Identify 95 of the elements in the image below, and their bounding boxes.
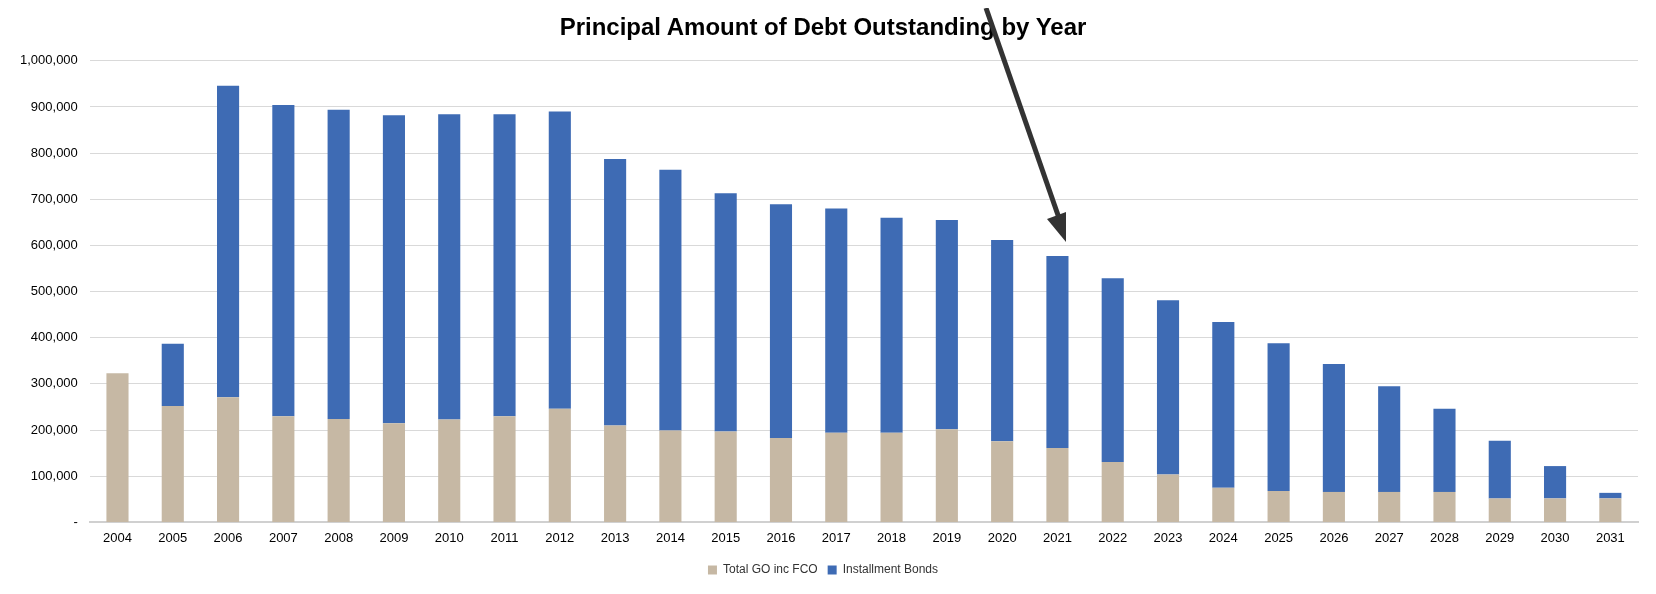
x-tick-label: 2012	[545, 529, 575, 545]
bar	[217, 397, 240, 522]
legend-label: Installment Bonds	[842, 562, 939, 577]
bar	[604, 159, 627, 426]
bar	[714, 193, 737, 432]
bar	[548, 111, 571, 409]
bar	[1267, 343, 1290, 492]
bar	[1101, 278, 1124, 462]
bar	[659, 430, 682, 522]
y-tick-label: 800,000	[30, 144, 78, 160]
bar	[1544, 466, 1567, 499]
bar	[1156, 474, 1180, 522]
x-tick-label: 2026	[1319, 529, 1349, 545]
bar	[1322, 491, 1345, 522]
bar	[438, 419, 461, 522]
bar	[769, 437, 793, 522]
bar	[493, 114, 516, 417]
bar	[604, 425, 627, 522]
bar	[217, 85, 240, 398]
bar	[272, 416, 295, 522]
bar	[991, 441, 1014, 522]
bar	[548, 408, 571, 522]
x-tick-label: 2006	[213, 529, 243, 545]
x-tick-label: 2029	[1485, 529, 1515, 545]
x-tick-label: 2008	[324, 529, 354, 545]
x-tick-label: 2021	[1042, 529, 1072, 545]
y-tick-label: 300,000	[30, 375, 78, 391]
bar	[493, 416, 516, 522]
bar	[327, 109, 350, 419]
y-tick-label: 700,000	[30, 190, 78, 206]
x-tick-label: 2017	[821, 529, 851, 545]
bar	[1488, 440, 1511, 499]
x-tick-label: 2030	[1540, 529, 1570, 545]
bar	[659, 169, 682, 431]
x-tick-label: 2025	[1264, 529, 1294, 545]
y-tick-label: -	[73, 513, 78, 529]
bar	[1433, 491, 1456, 522]
bar	[991, 239, 1014, 442]
bar	[1156, 300, 1180, 475]
x-tick-label: 2016	[766, 529, 796, 545]
bar	[935, 429, 958, 522]
y-tick-label: 200,000	[30, 421, 78, 437]
bar	[1267, 491, 1290, 522]
y-tick-label: 400,000	[30, 329, 78, 345]
x-tick-label: 2020	[987, 529, 1017, 545]
x-tick-label: 2013	[600, 529, 630, 545]
y-tick-label: 600,000	[30, 237, 78, 253]
x-tick-label: 2009	[379, 529, 409, 545]
x-tick-label: 2005	[158, 529, 188, 545]
x-tick-label: 2023	[1153, 529, 1183, 545]
bar	[769, 204, 793, 438]
bar	[1378, 386, 1401, 492]
bar	[161, 406, 184, 522]
bar	[1046, 256, 1069, 449]
x-tick-label: 2014	[655, 529, 685, 545]
bar	[1212, 322, 1235, 488]
bar	[272, 105, 295, 417]
legend-label: Total GO inc FCO	[722, 562, 818, 577]
bar	[880, 217, 903, 433]
y-tick-label: 900,000	[30, 98, 78, 114]
bar	[1599, 498, 1622, 522]
bar	[714, 431, 737, 522]
y-tick-label: 1,000,000	[19, 52, 78, 68]
x-tick-label: 2007	[268, 529, 298, 545]
bar	[1322, 364, 1345, 492]
bar	[438, 114, 461, 420]
bar	[327, 419, 350, 522]
bar	[382, 115, 405, 424]
x-tick-label: 2027	[1374, 529, 1404, 545]
bar	[1378, 491, 1401, 522]
y-tick-label: 500,000	[30, 283, 78, 299]
x-tick-label: 2031	[1595, 529, 1625, 545]
bar	[825, 432, 848, 522]
x-tick-label: 2010	[434, 529, 464, 545]
x-tick-label: 2011	[490, 529, 519, 545]
bar	[1433, 408, 1456, 492]
bar	[880, 432, 903, 522]
bar	[161, 343, 184, 407]
x-tick-label: 2024	[1208, 529, 1238, 545]
bar	[1544, 498, 1567, 522]
bar	[825, 208, 848, 433]
bar	[1488, 498, 1511, 522]
y-tick-label: 100,000	[30, 467, 78, 483]
bar	[106, 373, 129, 522]
x-tick-label: 2018	[877, 529, 907, 545]
bar	[1101, 461, 1124, 522]
bar	[382, 423, 405, 522]
x-tick-label: 2019	[932, 529, 962, 545]
bar	[1046, 448, 1069, 522]
x-tick-label: 2015	[711, 529, 741, 545]
bar	[1212, 487, 1235, 522]
x-tick-label: 2028	[1430, 529, 1459, 545]
x-tick-label: 2004	[103, 529, 132, 545]
bar	[935, 220, 958, 430]
x-tick-label: 2022	[1098, 529, 1128, 545]
